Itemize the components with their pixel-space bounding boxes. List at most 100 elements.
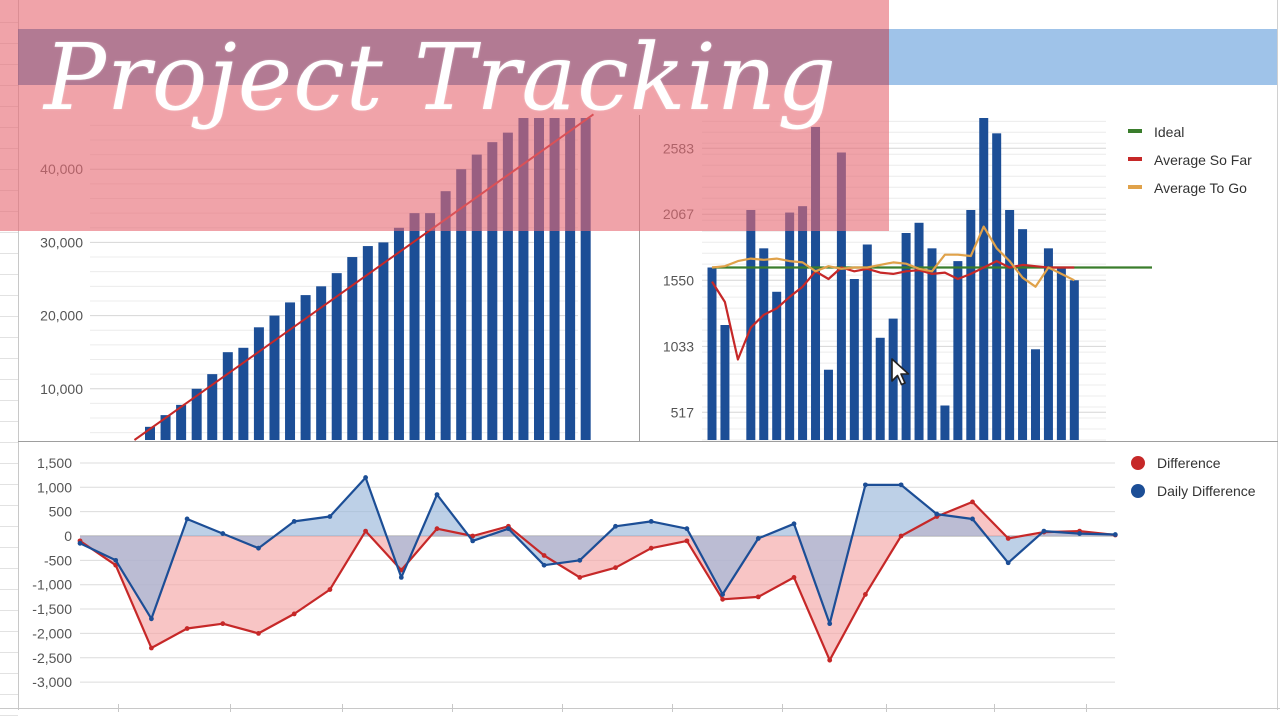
legend-label: Difference [1157,455,1221,471]
bar [785,212,795,440]
difference-areas [80,477,1116,661]
mouse-pointer-icon [891,358,910,386]
daily-legend[interactable]: Ideal Average So Far Average To Go [1128,124,1252,196]
y-tick-label: 1033 [663,338,694,354]
bar [746,210,756,440]
data-point [363,475,368,480]
bar [145,426,155,440]
bar [207,374,218,440]
bar [393,227,404,440]
bar [160,415,171,440]
bar [862,244,872,440]
bar [1069,280,1079,440]
y-tick-label: -2,500 [32,650,72,666]
bar [953,261,963,440]
data-point [863,592,868,597]
difference-legend[interactable]: Difference Daily Difference [1131,455,1256,499]
data-point [827,657,833,663]
bar [238,347,249,440]
bar [518,118,529,440]
data-point [1077,531,1082,536]
y-tick-label: 10,000 [40,381,83,397]
data-point [720,596,725,602]
y-tick-label: -1,000 [32,577,72,593]
data-point [898,533,904,539]
bar [798,206,808,440]
legend-label: Average To Go [1154,180,1247,196]
data-point [363,528,368,534]
bar [1056,267,1066,440]
bar [362,246,373,440]
area-difference [80,501,1116,661]
bar [966,210,976,440]
bar [914,222,924,440]
data-point [113,557,119,563]
bar [772,291,782,440]
bar [940,405,950,440]
legend-label: Daily Difference [1157,483,1256,499]
y-tick-label: 1,500 [37,455,72,471]
data-point [256,545,261,551]
bar [534,118,544,440]
bar [409,213,420,440]
bar [502,132,513,441]
cumulative-bars [145,118,591,441]
bar [316,286,327,440]
data-point [291,518,297,524]
data-point [149,616,154,622]
data-point [613,523,618,529]
series-line-daily-difference [79,476,1116,625]
data-point [577,557,583,563]
data-point [755,594,761,600]
y-tick-label: 0 [64,528,72,544]
data-point [648,518,654,524]
data-point [327,587,333,592]
bar [456,169,467,440]
bar [759,248,769,440]
bar [565,118,576,440]
bar [1031,349,1040,440]
bar [347,257,358,440]
bar [707,267,717,440]
bar [1043,248,1053,440]
bar [425,213,436,440]
bar [176,404,187,440]
data-point [541,562,547,568]
data-point [791,574,797,580]
data-point [1112,532,1118,537]
y-tick-label: 1,000 [37,479,72,495]
y-tick-label: 1550 [663,272,694,288]
data-point [398,574,404,580]
legend-swatch [1128,185,1142,189]
data-point [720,592,725,597]
data-point [184,516,190,522]
y-tick-label: 30,000 [40,234,83,250]
data-point [755,536,761,541]
daily-lines [711,225,1152,361]
bar [487,142,498,440]
y-tick-label: 500 [49,504,73,520]
data-point [684,538,690,544]
bar [253,327,264,440]
data-point [684,526,690,532]
data-point [434,492,440,498]
data-point [291,611,297,617]
difference-lines [77,475,1118,663]
data-point [577,574,583,580]
bar [836,152,846,440]
data-point [184,626,190,631]
y-tick-label: 517 [671,404,695,420]
difference-chart: 1,500 1,000 500 0 -500 -1,000 -1,500 -2,000 -2,5… [32,455,1256,690]
legend-label: Ideal [1154,124,1184,140]
bar [222,352,233,440]
area-daily-difference [80,477,1116,624]
bar [979,118,989,440]
bar [849,279,859,440]
data-point [791,521,797,527]
y-tick-label: -1,500 [32,601,72,617]
bar [300,295,311,440]
legend-swatch [1131,456,1145,470]
bar [1005,210,1015,440]
data-point [863,482,868,488]
